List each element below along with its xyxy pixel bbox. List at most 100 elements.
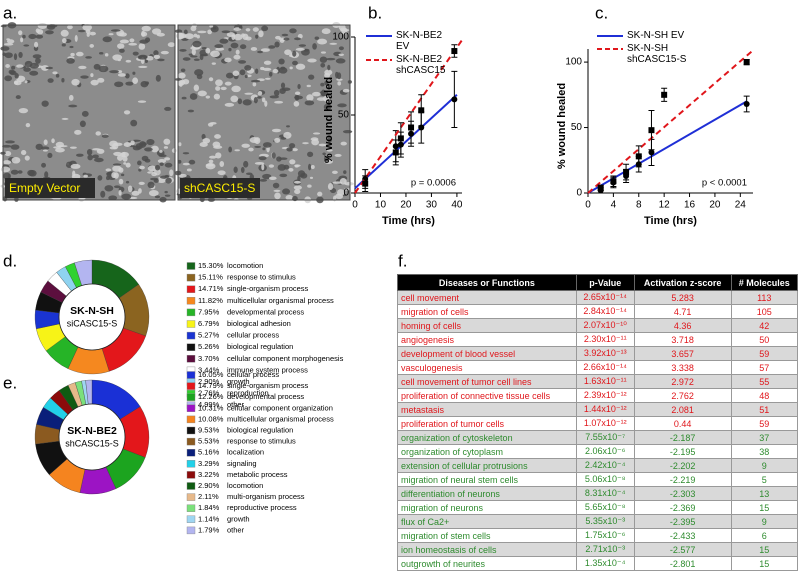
table-cell: 2.06x10⁻⁶ [575,444,635,459]
cell [94,157,104,163]
cell [138,181,145,186]
cell [68,104,78,108]
cell [82,24,93,31]
legend-label: cellular process [227,331,279,340]
table-cell: 2.42x10⁻⁴ [575,458,635,473]
data-point [623,169,630,176]
legend-label: reproductive process [227,503,297,512]
cell [282,188,291,195]
legend-entry: SK-N-SH shCASC15-S [597,43,697,65]
cell [164,190,168,194]
table-cell: 57 [730,360,799,375]
table-cell: 5.283 [633,290,732,305]
cell [112,142,119,150]
cell [34,41,39,48]
cell [52,71,58,75]
data-point [661,91,668,98]
table-row: proliferation of tumor cells 1.07x10⁻¹² 0.… [397,416,799,431]
cell [242,33,249,40]
legend-label: multi-organism process [227,492,305,501]
cell [68,94,74,101]
cell [314,36,320,40]
cell [234,149,241,152]
legend-label: SK-N-SH EV [627,30,685,41]
legend-label: metabolic process [227,470,288,479]
legend-value: 14.79% [198,381,224,390]
table-row: development of blood vessel 3.92x10⁻¹³ 3.6… [397,346,799,361]
cell [140,142,147,146]
cell [238,24,242,29]
cell [117,73,126,77]
table-row: homing of cells 2.07x10⁻¹⁰ 4.36 42 [397,318,799,333]
cell [72,170,76,177]
cell [239,44,247,50]
cell [262,142,272,148]
cell [310,137,319,141]
table-header-row: Diseases or Functions p-Value Activation z… [397,274,799,291]
table-row: migration of neurons 5.65x10⁻⁸ -2.369 15 [397,500,799,515]
table-cell: 5.06x10⁻⁸ [575,472,635,487]
cell [14,196,19,202]
legend-swatch [186,515,196,523]
cell [13,80,19,85]
cell [179,48,187,52]
legend-label: response to stimulus [227,273,296,282]
cell [309,176,314,180]
table-row: metastasis 1.44x10⁻¹² 2.081 51 [397,402,799,417]
x-tick-label: 0 [585,200,591,211]
cell [292,50,297,57]
legend-label: cellular component organization [227,403,333,412]
cell [196,34,200,39]
table-cell: 4.71 [633,304,732,319]
cell [17,170,23,174]
cell [22,34,26,39]
cell [132,71,136,75]
cell [338,53,345,57]
cell [338,46,344,51]
table-cell: 2.66x10⁻¹⁴ [575,360,635,375]
cell [6,38,10,41]
table-cell: metastasis [397,402,577,417]
cell [112,163,122,166]
legend-label: locomotion [227,261,263,270]
cell [215,79,223,87]
cell [209,155,217,159]
pie-center [58,283,126,351]
cell [193,33,198,38]
cell [294,164,299,168]
table-cell: angiogenesis [397,332,577,347]
cell [240,166,245,174]
cell [47,152,53,158]
cell [286,125,290,128]
cell [80,75,89,79]
image-caption: Empty Vector [9,181,80,195]
cell [316,97,326,101]
legend-value: 7.95% [198,307,220,316]
cell [304,100,315,106]
cell [101,134,109,138]
cell [272,68,279,74]
cell [163,138,171,145]
table-cell: 1.35x10⁻⁴ [575,556,635,571]
legend-value: 2.90% [198,377,220,386]
legend-label: other [227,525,245,534]
cell [32,54,42,59]
cell [264,77,271,80]
cell [28,33,37,40]
cell [320,62,326,68]
cell [164,162,173,168]
x-tick-label: 0 [352,200,358,211]
cell [244,92,254,95]
cell [230,42,239,49]
cell [317,38,328,45]
cell [86,32,90,37]
cell [137,160,142,166]
cell [175,29,183,34]
legend-swatch [186,297,196,305]
table-cell: 6 [730,528,799,543]
cell [190,46,200,50]
cell [243,160,249,168]
legend-value: 2.76% [198,389,220,398]
cell [123,110,131,115]
